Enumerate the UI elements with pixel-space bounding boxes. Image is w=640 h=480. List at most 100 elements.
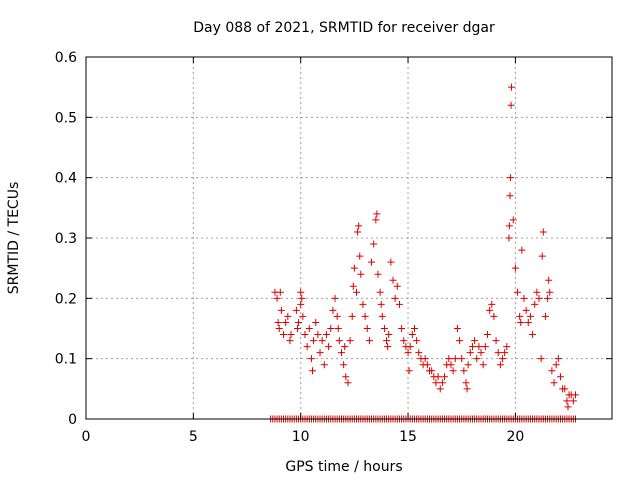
data-point (341, 343, 349, 351)
data-point (297, 288, 305, 296)
data-point (506, 192, 514, 200)
data-point (499, 355, 507, 363)
data-point (329, 306, 337, 314)
data-point (508, 83, 516, 91)
data-point (413, 337, 421, 345)
data-point (546, 288, 554, 296)
data-point (554, 355, 562, 363)
data-point (273, 294, 281, 302)
data-point (314, 331, 322, 339)
data-point (405, 367, 413, 375)
data-point (342, 373, 350, 381)
data-points (267, 83, 580, 423)
data-point (286, 337, 294, 345)
data-point (545, 276, 553, 284)
data-point (404, 349, 412, 357)
data-point (520, 294, 528, 302)
plot-frame (85, 56, 613, 420)
data-point (423, 361, 431, 369)
y-tick-label: 0.5 (55, 110, 77, 126)
data-point (505, 222, 513, 230)
data-point (275, 325, 283, 332)
data-point (492, 337, 500, 345)
data-point (335, 337, 343, 345)
data-point (322, 331, 330, 339)
x-axis-label: GPS time / hours (285, 459, 402, 475)
chart-title: Day 088 of 2021, SRMTID for receiver dga… (193, 20, 495, 36)
data-point (501, 349, 509, 357)
data-point (363, 325, 371, 332)
data-point (387, 258, 395, 266)
data-point (384, 343, 392, 351)
data-point (354, 228, 362, 236)
data-point (432, 379, 440, 387)
data-point (438, 379, 446, 387)
data-point (368, 258, 376, 266)
data-point (276, 288, 284, 296)
data-point (516, 312, 524, 320)
data-point (284, 312, 292, 320)
data-point (511, 264, 519, 272)
data-point (377, 300, 385, 308)
y-tick-label: 0 (68, 412, 77, 428)
data-point (475, 343, 483, 351)
data-point (509, 216, 517, 224)
data-point (398, 325, 406, 332)
data-point (301, 331, 309, 339)
data-point (340, 361, 348, 369)
data-point (453, 325, 461, 332)
data-point (337, 349, 345, 357)
data-point (462, 379, 470, 387)
data-point (550, 379, 558, 387)
y-tick-label: 0.1 (55, 352, 77, 368)
data-point (451, 355, 459, 363)
data-point (344, 379, 352, 387)
data-point (488, 300, 496, 308)
x-tick-label: 5 (189, 429, 198, 445)
data-point (378, 312, 386, 320)
y-tick-label: 0.6 (55, 50, 77, 66)
data-point (463, 385, 471, 393)
axis-ticks: 0 0.1 0.2 0.3 0.4 0.5 0.6 0 5 10 15 20 (55, 50, 612, 445)
data-point (441, 373, 449, 381)
x-tick-label: 15 (399, 429, 417, 445)
data-point (359, 300, 367, 308)
x-tick-label: 0 (82, 429, 91, 445)
data-point (539, 228, 547, 236)
data-point (531, 300, 539, 308)
data-point (331, 294, 339, 302)
data-point (507, 101, 515, 109)
data-point (471, 337, 479, 345)
data-point (561, 385, 569, 393)
data-point (514, 288, 522, 296)
data-point (274, 318, 282, 326)
data-point (569, 397, 577, 405)
data-point (295, 318, 303, 326)
data-point (361, 312, 369, 320)
data-point (408, 331, 416, 339)
data-point (297, 300, 305, 308)
data-point (365, 337, 373, 345)
data-point (287, 331, 295, 339)
data-point (464, 361, 472, 369)
data-point (277, 306, 285, 314)
data-point (376, 288, 384, 296)
data-point (490, 312, 498, 320)
data-point (483, 331, 491, 339)
data-point (305, 325, 313, 332)
data-point (548, 367, 556, 375)
data-point (544, 294, 552, 302)
data-point (517, 318, 525, 326)
data-point (320, 361, 328, 369)
data-point (385, 331, 393, 339)
data-point (373, 210, 381, 218)
data-point (468, 343, 476, 351)
data-point (466, 349, 474, 357)
data-point (312, 318, 320, 326)
y-axis-label: SRMTID / TECUs (6, 182, 22, 295)
data-point (486, 306, 494, 314)
data-point (458, 355, 466, 363)
data-point (309, 367, 317, 375)
data-point (518, 246, 526, 254)
data-point (348, 312, 356, 320)
